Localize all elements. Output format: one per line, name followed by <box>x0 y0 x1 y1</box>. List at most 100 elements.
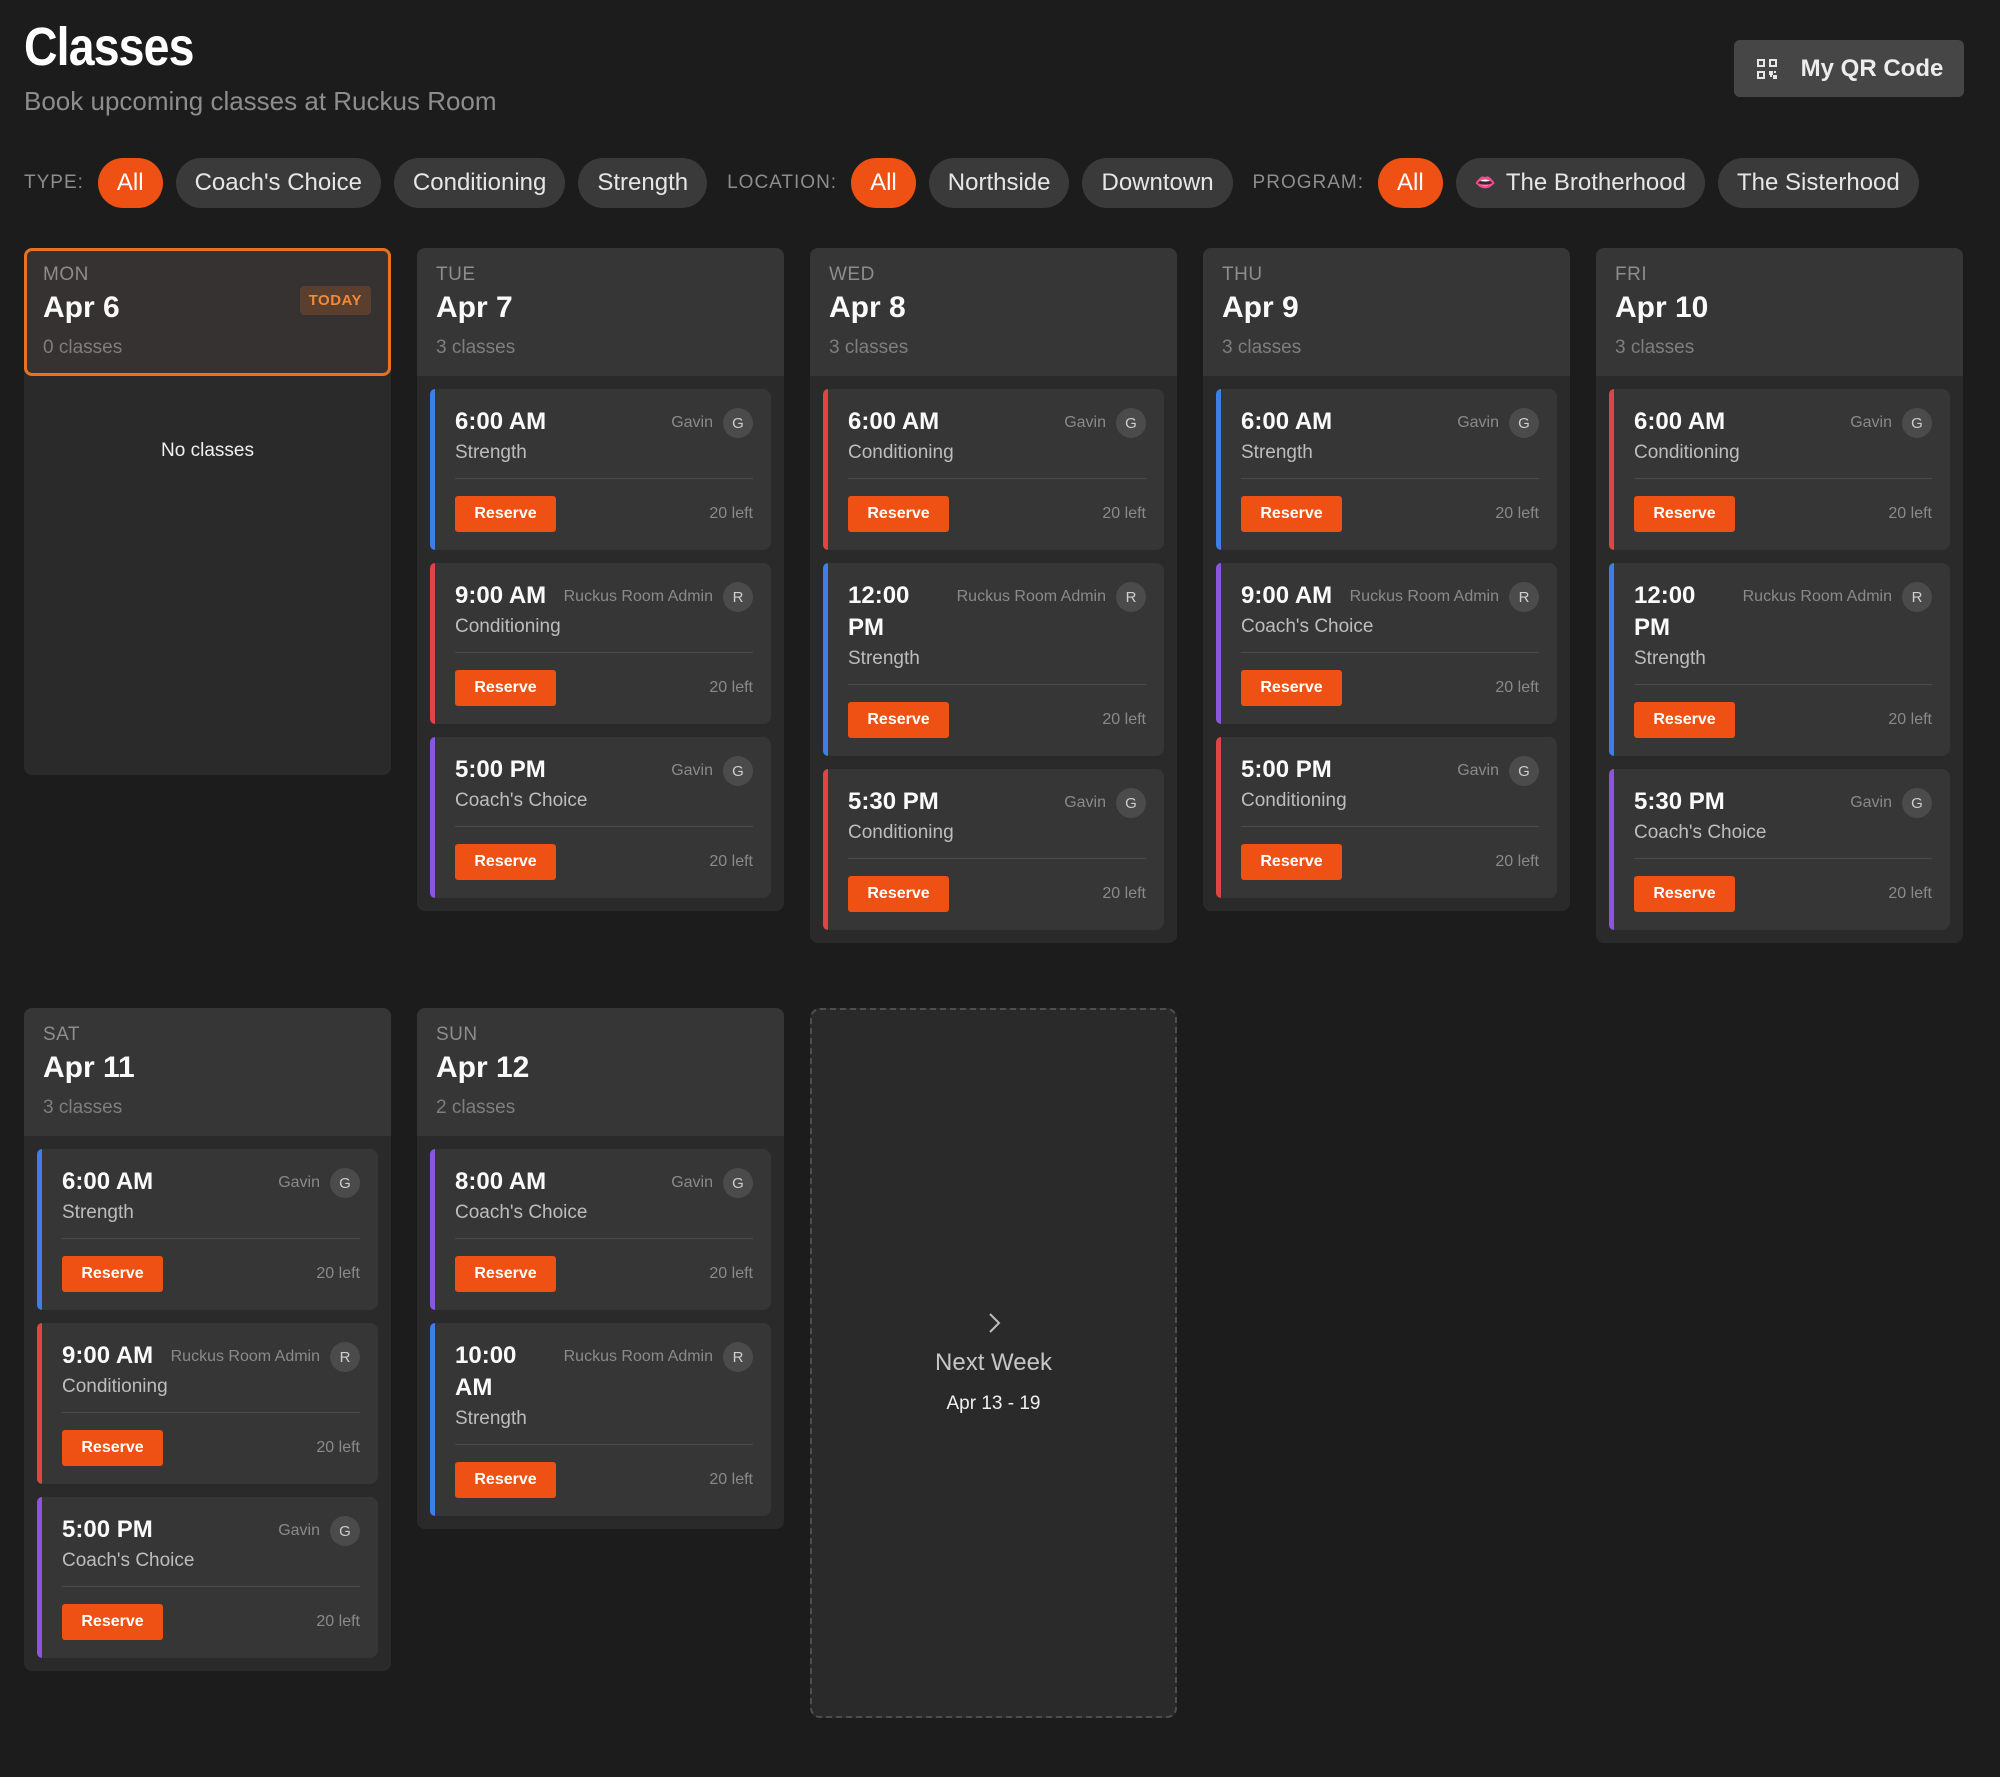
reserve-button[interactable]: Reserve <box>455 496 556 532</box>
class-type: Strength <box>455 1408 527 1429</box>
day-class-count: 2 classes <box>436 1097 516 1118</box>
class-type: Coach's Choice <box>1634 822 1767 843</box>
class-card: 8:00 AM Gavin G Coach's Choice Reserve 20 lef… <box>430 1149 771 1310</box>
day-column-bottom-padding <box>24 1658 391 1671</box>
class-card-header: 9:00 AM Ruckus Room Admin R <box>62 1340 360 1372</box>
class-card-footer: Reserve 20 left <box>848 876 1146 912</box>
location-filter-all[interactable]: All <box>851 158 916 208</box>
reserve-button[interactable]: Reserve <box>1634 876 1735 912</box>
class-card-footer: Reserve 20 left <box>455 1256 753 1292</box>
class-card: 9:00 AM Ruckus Room Admin R Conditioning Res… <box>430 563 771 724</box>
day-name: SUN <box>436 1024 478 1045</box>
class-time: 10:00 AM <box>455 1342 517 1401</box>
instructor-name: Gavin <box>671 1174 713 1191</box>
type-filter-all[interactable]: All <box>97 158 163 208</box>
card-divider <box>848 858 1146 859</box>
instructor-name: Gavin <box>1850 794 1892 811</box>
class-card-header: 5:30 PM Gavin G <box>1634 786 1932 818</box>
location-filter-northside[interactable]: Northside <box>928 158 1070 208</box>
class-card-footer: Reserve 20 left <box>455 670 753 706</box>
program-filter-sisterhood[interactable]: The Sisterhood <box>1717 158 1919 208</box>
reserve-button[interactable]: Reserve <box>455 1256 556 1292</box>
my-qr-code-button[interactable]: My QR Code <box>1734 40 1964 97</box>
instructor: Ruckus Room Admin R <box>1350 582 1539 612</box>
location-filter-downtown[interactable]: Downtown <box>1082 158 1233 208</box>
class-type: Conditioning <box>848 442 954 463</box>
day-column-fri: FRI Apr 10 3 classes 6:00 AM Gavin G Condition… <box>1596 248 1963 943</box>
instructor: Gavin G <box>278 1168 360 1198</box>
day-header: THU Apr 9 3 classes <box>1203 248 1570 376</box>
next-week-card[interactable]: Next Week Apr 13 - 19 <box>810 1008 1177 1718</box>
reserve-button[interactable]: Reserve <box>1241 496 1342 532</box>
day-column-bottom-padding <box>417 1516 784 1529</box>
class-type: Strength <box>1241 442 1313 463</box>
avatar: G <box>723 1168 753 1198</box>
day-column-bottom-padding <box>810 930 1177 943</box>
class-card-footer: Reserve 20 left <box>455 1462 753 1498</box>
day-name: MON <box>43 264 89 285</box>
reserve-button[interactable]: Reserve <box>62 1256 163 1292</box>
reserve-button[interactable]: Reserve <box>62 1604 163 1640</box>
spots-left: 20 left <box>1888 505 1932 522</box>
reserve-button[interactable]: Reserve <box>848 876 949 912</box>
reserve-button[interactable]: Reserve <box>455 844 556 880</box>
class-time: 6:00 AM <box>848 408 940 435</box>
class-time: 12:00 PM <box>848 582 910 641</box>
page-subtitle: Book upcoming classes at Ruckus Room <box>24 86 497 116</box>
program-filter-brotherhood[interactable]: 👄 The Brotherhood <box>1455 158 1705 208</box>
type-filter-strength[interactable]: Strength <box>578 158 708 208</box>
class-card-header: 6:00 AM Gavin G <box>1241 406 1539 438</box>
reserve-button[interactable]: Reserve <box>1241 844 1342 880</box>
class-card-header: 10:00 AM Ruckus Room Admin R <box>455 1340 753 1404</box>
reserve-button[interactable]: Reserve <box>455 670 556 706</box>
class-type: Conditioning <box>848 822 954 843</box>
instructor-name: Gavin <box>671 414 713 431</box>
card-divider <box>848 684 1146 685</box>
card-divider <box>1634 478 1932 479</box>
reserve-button[interactable]: Reserve <box>848 702 949 738</box>
instructor-name: Gavin <box>278 1522 320 1539</box>
class-card-header: 5:00 PM Gavin G <box>1241 754 1539 786</box>
avatar: R <box>1902 582 1932 612</box>
day-class-count: 3 classes <box>1615 337 1695 358</box>
class-card: 12:00 PM Ruckus Room Admin R Strength Reserv… <box>823 563 1164 756</box>
class-type: Strength <box>1634 648 1706 669</box>
instructor: Gavin G <box>1064 408 1146 438</box>
reserve-button[interactable]: Reserve <box>455 1462 556 1498</box>
qr-code-icon <box>1756 58 1777 79</box>
avatar: R <box>723 1342 753 1372</box>
reserve-button[interactable]: Reserve <box>1634 702 1735 738</box>
reserve-button[interactable]: Reserve <box>62 1430 163 1466</box>
class-card: 5:00 PM Gavin G Conditioning Reserve 20 left <box>1216 737 1557 898</box>
day-name: TUE <box>436 264 476 285</box>
class-card-footer: Reserve 20 left <box>848 496 1146 532</box>
class-card-header: 6:00 AM Gavin G <box>455 406 753 438</box>
reserve-button[interactable]: Reserve <box>848 496 949 532</box>
next-week-label: Next Week <box>935 1349 1052 1376</box>
instructor-name: Gavin <box>1064 794 1106 811</box>
class-card: 6:00 AM Gavin G Conditioning Reserve 20 left <box>823 389 1164 550</box>
card-divider <box>1241 478 1539 479</box>
card-divider <box>1634 684 1932 685</box>
day-class-count: 3 classes <box>436 337 516 358</box>
day-column-tue: TUE Apr 7 3 classes 6:00 AM Gavin G Strength Re… <box>417 248 784 911</box>
class-time: 9:00 AM <box>1241 582 1333 609</box>
class-card-footer: Reserve 20 left <box>848 702 1146 738</box>
class-card-footer: Reserve 20 left <box>62 1604 360 1640</box>
class-type: Coach's Choice <box>1241 616 1374 637</box>
instructor-name: Gavin <box>671 762 713 779</box>
class-type: Strength <box>455 442 527 463</box>
class-type: Conditioning <box>62 1376 168 1397</box>
reserve-button[interactable]: Reserve <box>1241 670 1342 706</box>
type-filter-conditioning[interactable]: Conditioning <box>393 158 566 208</box>
class-card-header: 5:00 PM Gavin G <box>62 1514 360 1546</box>
reserve-button[interactable]: Reserve <box>1634 496 1735 532</box>
class-card-footer: Reserve 20 left <box>455 496 753 532</box>
type-filter-coachs-choice[interactable]: Coach's Choice <box>175 158 381 208</box>
instructor-name: Ruckus Room Admin <box>1349 588 1499 605</box>
instructor: Ruckus Room Admin R <box>957 582 1146 612</box>
avatar: G <box>330 1516 360 1546</box>
class-type: Coach's Choice <box>62 1550 195 1571</box>
program-filter-all[interactable]: All <box>1378 158 1443 208</box>
card-divider <box>62 1586 360 1587</box>
